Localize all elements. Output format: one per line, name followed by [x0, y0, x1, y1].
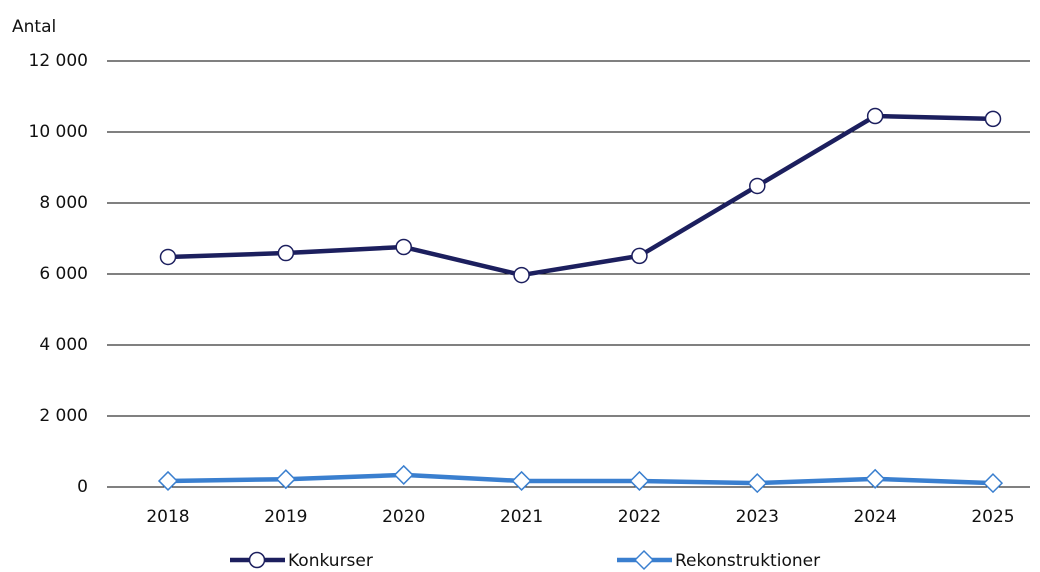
data-point [629, 470, 650, 492]
y-tick-label: 12 000 [29, 51, 88, 71]
data-point [395, 238, 412, 256]
x-tick-label: 2023 [736, 507, 779, 527]
y-tick-label: 2 000 [39, 406, 88, 426]
y-tick-label: 6 000 [39, 264, 88, 284]
data-point [393, 464, 414, 485]
data-point [631, 247, 648, 265]
data-point [984, 110, 1002, 128]
y-tick-label: 8 000 [39, 193, 88, 213]
x-tick-label: 2022 [618, 507, 661, 527]
legend-label: Konkurser [288, 551, 373, 571]
x-tick-label: 2024 [854, 507, 897, 527]
data-point [159, 248, 177, 266]
data-point [157, 470, 179, 492]
data-point [511, 470, 532, 492]
series-line [167, 113, 994, 278]
x-tick-label: 2021 [500, 507, 543, 527]
y-tick-label: 0 [77, 477, 88, 497]
data-point [865, 468, 886, 489]
y-axis-label: Antal [12, 17, 56, 37]
legend-marker [248, 551, 266, 569]
data-point [275, 469, 296, 490]
data-point [749, 177, 766, 195]
x-tick-label: 2019 [264, 507, 307, 527]
data-point [277, 244, 295, 262]
series-line [167, 472, 994, 486]
data-point [866, 107, 884, 125]
x-tick-label: 2025 [971, 507, 1014, 527]
x-tick-label: 2020 [382, 507, 425, 527]
legend-marker [633, 549, 655, 571]
y-tick-label: 10 000 [29, 122, 88, 142]
y-tick-label: 4 000 [39, 335, 88, 355]
data-point [513, 266, 530, 284]
data-point [982, 473, 1004, 494]
data-point [747, 473, 768, 494]
x-tick-label: 2018 [146, 507, 189, 527]
legend-label: Rekonstruktioner [675, 551, 820, 571]
